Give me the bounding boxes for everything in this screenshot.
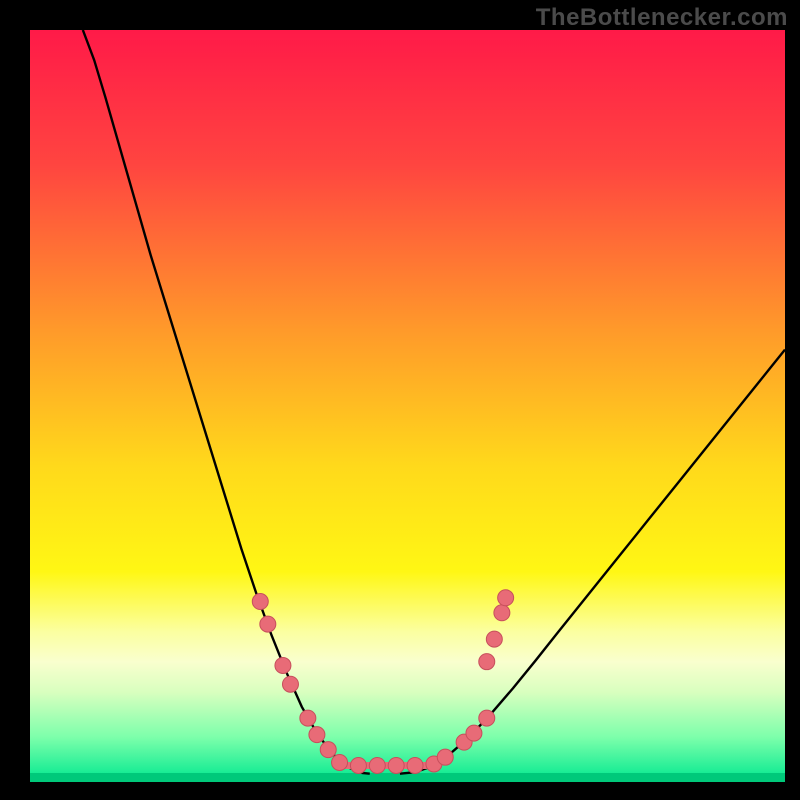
data-marker	[300, 710, 316, 726]
data-marker	[407, 757, 423, 773]
data-marker	[275, 657, 291, 673]
plot-area	[30, 30, 785, 782]
data-marker	[388, 757, 404, 773]
data-marker	[498, 590, 514, 606]
data-marker	[252, 594, 268, 610]
data-marker	[486, 631, 502, 647]
data-marker	[466, 725, 482, 741]
data-marker	[350, 757, 366, 773]
chart-container: TheBottlenecker.com	[0, 0, 800, 800]
data-marker	[320, 742, 336, 758]
data-marker	[494, 605, 510, 621]
data-marker	[309, 727, 325, 743]
watermark-text: TheBottlenecker.com	[536, 4, 788, 32]
data-marker	[369, 757, 385, 773]
data-marker	[479, 710, 495, 726]
data-marker	[332, 754, 348, 770]
data-marker	[282, 676, 298, 692]
data-marker	[260, 616, 276, 632]
data-marker	[437, 749, 453, 765]
data-marker	[479, 654, 495, 670]
